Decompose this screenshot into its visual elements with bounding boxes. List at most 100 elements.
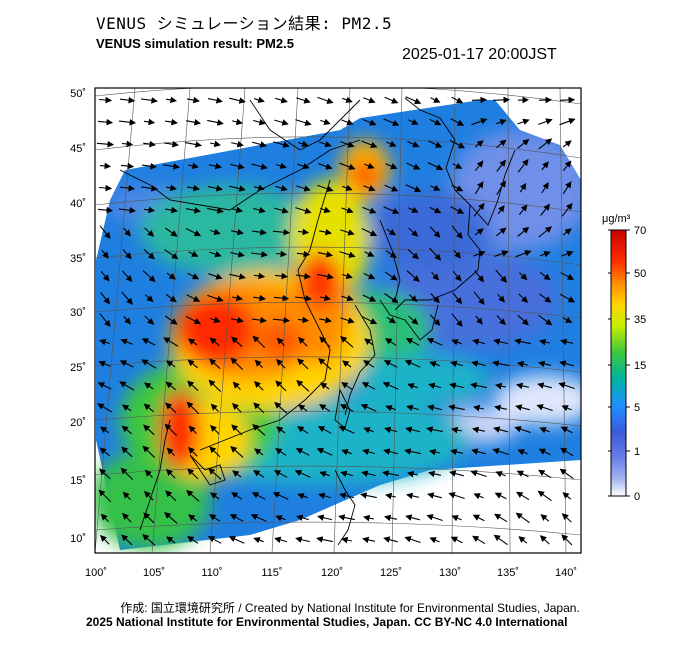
wind-arrow <box>297 316 310 324</box>
wind-arrow <box>144 490 154 501</box>
wind-arrow <box>518 536 528 544</box>
wind-arrow <box>273 141 290 148</box>
wind-arrow <box>166 536 176 544</box>
wind-arrow <box>516 470 529 478</box>
wind-arrow <box>561 534 573 546</box>
wind-arrow <box>166 447 175 456</box>
wind-arrow <box>166 360 176 368</box>
wind-arrow <box>562 492 572 500</box>
wind-arrow <box>538 469 552 479</box>
wind-arrow <box>562 160 572 172</box>
wind-arrow <box>188 425 197 434</box>
timestamp: 2025-01-17 20:00JST <box>402 46 557 63</box>
wind-arrow <box>295 536 310 543</box>
wind-arrow <box>385 405 396 412</box>
wind-arrow <box>362 536 376 544</box>
wind-arrow <box>561 202 573 217</box>
wind-arrow <box>318 492 331 500</box>
wind-arrow <box>317 514 332 521</box>
wind-arrow <box>231 336 243 348</box>
wind-arrow <box>232 402 242 413</box>
wind-arrow <box>188 338 198 346</box>
wind-arrow <box>473 250 486 257</box>
wind-arrow <box>142 270 156 283</box>
wind-arrow <box>448 492 465 500</box>
wind-arrow <box>474 228 484 236</box>
title-en: VENUS simulation result: PM2.5 <box>96 36 294 51</box>
wind-arrow <box>540 514 550 522</box>
wind-arrow <box>474 270 485 283</box>
wind-arrow <box>426 426 443 433</box>
wind-arrow <box>123 315 132 325</box>
wind-arrow <box>165 402 177 414</box>
wind-arrow <box>385 338 397 346</box>
wind-arrow <box>514 338 531 345</box>
wind-arrow <box>430 184 441 191</box>
colorbar-label: 1 <box>634 446 640 458</box>
lon-tick: 100˚ <box>85 567 107 579</box>
wind-arrow <box>405 514 420 521</box>
wind-arrow <box>340 470 353 478</box>
wind-arrow <box>407 383 418 390</box>
wind-arrow <box>317 184 334 192</box>
wind-arrow <box>496 315 506 326</box>
wind-arrow <box>383 118 400 127</box>
copyright-text: 2025 National Institute for Environmenta… <box>86 615 568 629</box>
colorbar-unit: μg/m³ <box>602 213 631 225</box>
wind-arrow <box>231 294 243 302</box>
wind-arrow <box>232 381 241 390</box>
wind-arrow <box>252 141 267 148</box>
wind-arrow <box>519 272 528 281</box>
wind-vector-field <box>96 96 576 546</box>
wind-arrow <box>316 536 333 543</box>
wind-arrow <box>188 514 198 522</box>
wind-arrow <box>492 96 511 104</box>
wind-arrow <box>496 159 506 172</box>
wind-arrow <box>99 338 110 346</box>
wind-arrow <box>276 358 286 369</box>
wind-arrow <box>338 425 355 434</box>
wind-arrow <box>517 139 530 149</box>
wind-arrow <box>209 358 221 370</box>
wind-arrow <box>449 139 466 149</box>
wind-arrow <box>210 492 220 500</box>
wind-arrow <box>320 382 330 390</box>
wind-arrow <box>230 357 244 370</box>
lat-tick: 15˚ <box>70 475 86 487</box>
wind-arrow <box>319 294 331 302</box>
wind-arrow <box>384 96 399 104</box>
colorbar-scale <box>610 229 627 497</box>
wind-arrow <box>186 184 200 192</box>
wind-arrow <box>297 426 309 434</box>
wind-arrow <box>163 163 180 170</box>
wind-arrow <box>186 96 200 104</box>
wind-arrow <box>164 511 178 524</box>
wind-arrow <box>119 381 135 391</box>
lon-tick: 110˚ <box>201 567 222 579</box>
wind-arrow <box>493 426 508 433</box>
wind-arrow <box>317 426 332 434</box>
wind-arrow <box>187 380 199 392</box>
wind-arrow <box>562 228 572 236</box>
wind-arrow <box>185 207 201 214</box>
wind-arrow <box>188 162 199 170</box>
wind-arrow <box>361 316 378 325</box>
wind-arrow <box>118 119 137 126</box>
wind-arrow <box>539 293 552 303</box>
wind-arrow <box>361 470 376 477</box>
wind-arrow <box>428 382 441 390</box>
wind-arrow <box>318 357 332 370</box>
wind-arrow <box>518 204 528 216</box>
wind-arrow <box>230 445 244 458</box>
wind-arrow <box>275 448 287 456</box>
wind-arrow <box>229 185 246 192</box>
wind-arrow <box>561 250 574 257</box>
wind-arrow <box>317 96 334 104</box>
wind-arrow <box>231 492 243 500</box>
colorbar-label: 35 <box>634 314 646 326</box>
wind-arrow <box>230 163 245 170</box>
wind-arrow <box>406 270 420 283</box>
wind-arrow <box>541 182 549 194</box>
wind-arrow <box>163 337 179 347</box>
wind-arrow <box>362 294 377 302</box>
